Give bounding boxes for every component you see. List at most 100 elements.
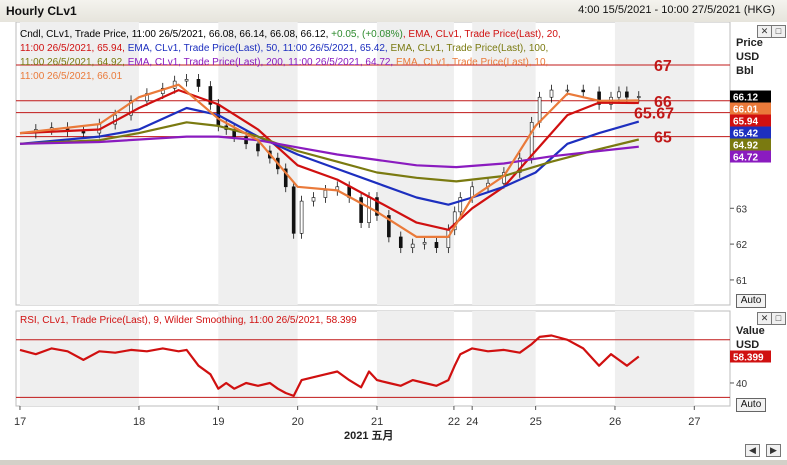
price-label: 64.92	[733, 141, 758, 152]
level-label: 67	[654, 58, 672, 75]
candle-body	[625, 91, 629, 98]
time-axis: 17 18 19 20 21 22 24 25 26 27 2021 五月	[14, 406, 701, 442]
candle-body	[299, 200, 304, 234]
scroll-left-button[interactable]: ◀	[745, 444, 760, 457]
price-axis-header: Price	[736, 37, 763, 49]
day-tick-label: 27	[688, 416, 700, 428]
candle-body	[452, 211, 457, 231]
day-band	[472, 311, 536, 406]
day-tick-label: 20	[292, 416, 304, 428]
candle-body	[617, 91, 621, 98]
rsi-legend: RSI, CLv1, Trade Price(Last), 9, Wilder …	[20, 315, 357, 326]
rsi-value-label: 58.399	[733, 352, 764, 363]
series-line-ema-10	[19, 83, 639, 238]
legend-segment: 11:00 26/5/2021, 64.92,	[20, 57, 128, 68]
rsi-panel: 40 58.399 RSI, CLv1, Trade Price(Last), 9,…	[16, 315, 771, 398]
candle-body	[565, 89, 570, 92]
price-legend: Cndl, CLv1, Trade Price, 11:00 26/5/2021…	[20, 29, 561, 82]
expand-rsi-panel-button[interactable]: □	[771, 312, 786, 325]
legend-segment: +0.05, (+0.08%)	[331, 29, 403, 40]
price-axis-header: Bbl	[736, 65, 754, 77]
candle-body	[81, 130, 86, 134]
candle-body	[311, 197, 316, 202]
candle-body	[597, 91, 601, 105]
candle-body	[537, 96, 542, 123]
legend-segment: EMA, CLv1, Trade Price(Last), 100,	[390, 43, 548, 54]
price-axis: 616263PriceUSDBbl66.1266.0165.9465.4264.…	[730, 37, 771, 287]
candle-body	[529, 122, 534, 159]
price-label-box	[730, 114, 771, 127]
candle-body	[387, 215, 391, 238]
expand-price-panel-button[interactable]: □	[771, 25, 786, 38]
rsi-line	[19, 334, 640, 397]
close-price-panel-button[interactable]: ✕	[757, 25, 772, 38]
price-label-box	[730, 102, 771, 115]
price-auto-scale-button[interactable]: Auto	[736, 294, 766, 308]
price-label: 66.01	[733, 105, 758, 116]
candle-body	[323, 190, 328, 198]
scroll-right-button[interactable]: ▶	[766, 444, 781, 457]
candle-body	[375, 197, 379, 216]
day-tick-label: 25	[530, 416, 542, 428]
price-label-box	[730, 126, 771, 139]
candle-body	[410, 243, 415, 248]
candle-body	[458, 197, 463, 213]
day-tick-label: 26	[609, 416, 621, 428]
legend-line: 11:00 26/5/2021, 66.01	[20, 71, 123, 82]
day-band	[614, 311, 695, 406]
close-rsi-panel-button[interactable]: ✕	[757, 312, 772, 325]
legend-segment: 11:00 26/5/2021, 65.94,	[20, 43, 128, 54]
chart-area: 67 66 65.67 65 Cndl, CLv1, Trade Price, 11:…	[0, 21, 787, 460]
day-band	[376, 22, 454, 305]
candle-body	[196, 79, 201, 87]
candle-body	[581, 89, 586, 93]
candle-body	[398, 236, 403, 248]
candle-body	[367, 197, 371, 223]
price-label: 64.72	[733, 153, 758, 164]
price-label: 66.12	[733, 93, 758, 104]
day-tick-label: 22	[448, 416, 460, 428]
day-band	[376, 311, 454, 406]
series-line-ema-20	[19, 89, 639, 231]
price-label-box	[730, 90, 771, 103]
price-label: 65.42	[733, 129, 758, 140]
candle-body	[283, 168, 288, 188]
legend-segment: 11:00 26/5/2021, 66.01	[20, 71, 123, 82]
candle-body	[184, 79, 189, 82]
legend-segment: Cndl, CLv1, Trade Price, 11:00 26/5/2021…	[20, 29, 331, 40]
series-line-ema-200	[19, 135, 639, 169]
time-range: 4:00 15/5/2021 - 10:00 27/5/2021 (HKG)	[578, 4, 775, 16]
candle-body	[434, 242, 439, 248]
legend-segment: EMA, CLv1, Trade Price(Last), 10,	[396, 57, 548, 68]
price-label-box	[730, 150, 771, 163]
level-label: 66	[654, 94, 672, 111]
day-tick-label: 19	[212, 416, 224, 428]
rsi-auto-scale-button[interactable]: Auto	[736, 398, 766, 412]
rsi-tick-label: 40	[736, 379, 748, 390]
series-line-ema-100	[19, 121, 640, 183]
ema-series	[19, 83, 640, 238]
date-caption: 2021 五月	[344, 429, 394, 442]
price-tick-label: 63	[736, 204, 748, 215]
candle-body	[446, 229, 451, 248]
day-tick-label: 18	[133, 416, 145, 428]
level-label: 65	[654, 130, 672, 147]
title-bar: Hourly CLv1 4:00 15/5/2021 - 10:00 27/5/…	[0, 0, 787, 23]
candle-body	[636, 96, 641, 98]
legend-line: Cndl, CLv1, Trade Price, 11:00 26/5/2021…	[20, 29, 561, 40]
price-tick-label: 62	[736, 240, 748, 251]
price-tick-label: 61	[736, 276, 748, 287]
legend-segment: , EMA, CLv1, Trade Price(Last), 20,	[403, 29, 561, 40]
day-tick-label: 24	[466, 416, 478, 428]
rsi-axis-header: Value	[736, 325, 765, 337]
price-label-box	[730, 138, 771, 151]
rsi-axis-header: USD	[736, 339, 759, 351]
candle-body	[256, 143, 260, 152]
legend-segment: EMA, CLv1, Trade Price(Last), 50, 11:00 …	[128, 43, 391, 54]
day-band	[218, 311, 298, 406]
window-title: Hourly CLv1	[6, 4, 77, 18]
day-band	[218, 22, 298, 305]
